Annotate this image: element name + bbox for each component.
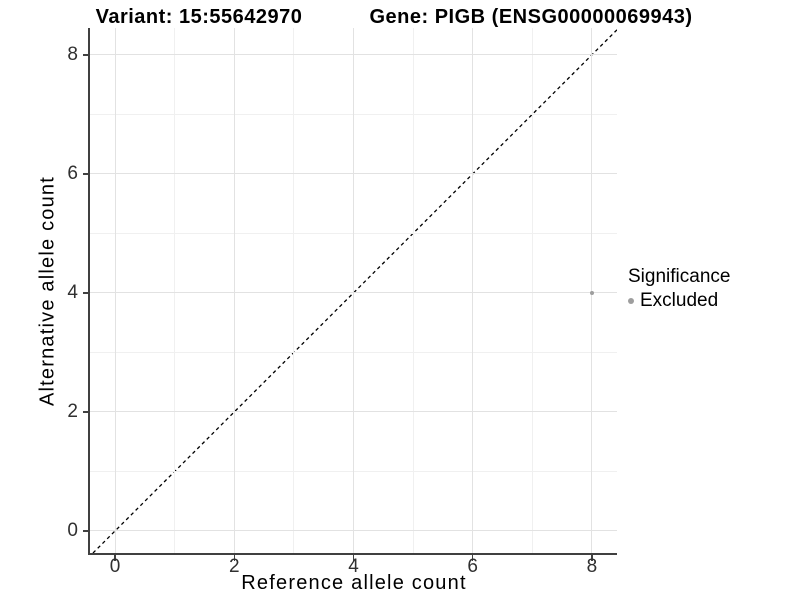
gridline-vertical-minor bbox=[174, 28, 176, 553]
y-tick-label: 0 bbox=[67, 520, 78, 542]
x-tick-label: 4 bbox=[348, 556, 359, 577]
gridline-horizontal-major bbox=[90, 411, 617, 413]
x-tick-label: 6 bbox=[467, 556, 478, 577]
y-tick-mark bbox=[82, 173, 89, 175]
y-tick-label: 2 bbox=[67, 401, 78, 423]
gridline-vertical-major bbox=[591, 28, 593, 553]
data-point bbox=[589, 290, 595, 296]
plot-panel bbox=[90, 28, 617, 553]
gridline-horizontal-major bbox=[90, 292, 617, 294]
x-tick-label: 0 bbox=[109, 556, 121, 577]
x-tick-mark bbox=[114, 554, 116, 561]
y-tick-mark bbox=[82, 54, 89, 56]
x-axis-line bbox=[88, 553, 618, 555]
y-tick-label: 8 bbox=[67, 44, 78, 66]
gridline-horizontal-major bbox=[90, 54, 617, 56]
x-tick-mark bbox=[471, 554, 474, 561]
x-tick-mark bbox=[591, 554, 593, 561]
x-tick-mark bbox=[352, 554, 355, 561]
gridline-vertical-major bbox=[353, 28, 354, 553]
legend: Significance Excluded bbox=[628, 266, 730, 312]
gridline-vertical-minor bbox=[531, 28, 533, 553]
gridline-vertical-minor bbox=[293, 28, 295, 553]
x-axis-title: Reference allele count bbox=[241, 572, 467, 594]
identity-line bbox=[92, 29, 617, 553]
gridline-horizontal-major bbox=[90, 530, 617, 532]
y-tick-mark bbox=[82, 530, 89, 532]
legend-key-dot bbox=[628, 298, 634, 304]
gene-title: Gene: PIGB (ENSG00000069943) bbox=[369, 6, 693, 28]
y-tick-label: 4 bbox=[67, 282, 78, 304]
variant-title: Variant: 15:55642970 bbox=[95, 6, 303, 28]
legend-entry: Excluded bbox=[628, 290, 730, 312]
x-tick-mark bbox=[233, 554, 236, 561]
y-axis-line bbox=[88, 27, 90, 555]
x-tick-label: 8 bbox=[586, 556, 598, 577]
y-tick-label: 6 bbox=[67, 163, 78, 185]
y-tick-mark bbox=[82, 411, 89, 413]
gridline-vertical-major bbox=[472, 28, 474, 553]
gridline-vertical-minor bbox=[412, 28, 414, 553]
legend-entry-label: Excluded bbox=[640, 290, 719, 311]
legend-title: Significance bbox=[628, 266, 731, 287]
y-tick-mark bbox=[82, 292, 89, 294]
x-tick-label: 2 bbox=[228, 556, 240, 577]
gridline-vertical-major bbox=[114, 28, 116, 553]
gridline-horizontal-major bbox=[90, 173, 617, 175]
gridline-vertical-major bbox=[233, 28, 235, 553]
